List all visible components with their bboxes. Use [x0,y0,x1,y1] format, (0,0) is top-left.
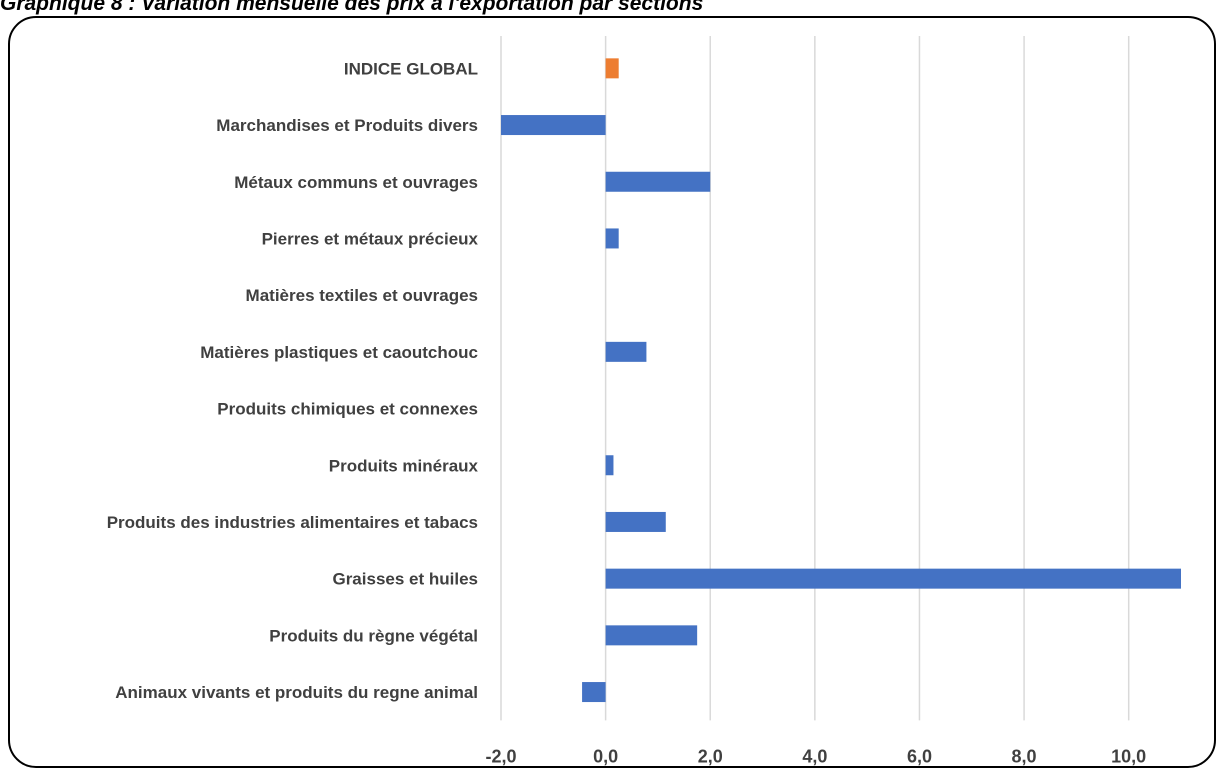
category-label: Métaux communs et ouvrages [234,173,478,192]
category-label: Matières textiles et ouvrages [246,286,478,305]
x-tick-label: 8,0 [1012,746,1037,766]
bar [605,58,619,79]
bar [605,568,1181,589]
x-tick-label: 4,0 [802,746,827,766]
bar [605,341,647,362]
x-tick-label: 0,0 [593,746,618,766]
bars [501,58,1181,703]
x-axis-tick-labels: -2,0 0,0 2,0 4,0 6,0 8,0 10,0 [485,746,1146,766]
category-label: Pierres et métaux précieux [262,229,479,248]
category-labels: INDICE GLOBAL Marchandises et Produits di… [107,59,479,702]
category-label: Animaux vivants et produits du regne ani… [115,683,478,702]
bar [582,682,606,703]
bar [605,511,666,532]
category-label: Produits minéraux [329,456,479,475]
x-tick-label: 10,0 [1111,746,1146,766]
x-tick-label: 2,0 [698,746,723,766]
x-tick-label: 6,0 [907,746,932,766]
category-label: Produits du règne végétal [269,626,478,645]
bar [605,228,619,249]
bar [605,625,698,646]
bar [605,171,711,192]
category-label: Graisses et huiles [332,570,478,589]
chart-title: Graphique 8 : Variation mensuelle des pr… [0,0,704,15]
category-label: INDICE GLOBAL [344,59,478,78]
x-tick-label: -2,0 [485,746,516,766]
category-label: Matières plastiques et caoutchouc [200,343,478,362]
category-label: Marchandises et Produits divers [216,116,478,135]
bar [501,115,606,136]
category-label: Produits des industries alimentaires et … [107,513,478,532]
grid-lines [500,36,1130,721]
bar [605,455,614,476]
category-label: Produits chimiques et connexes [217,400,478,419]
